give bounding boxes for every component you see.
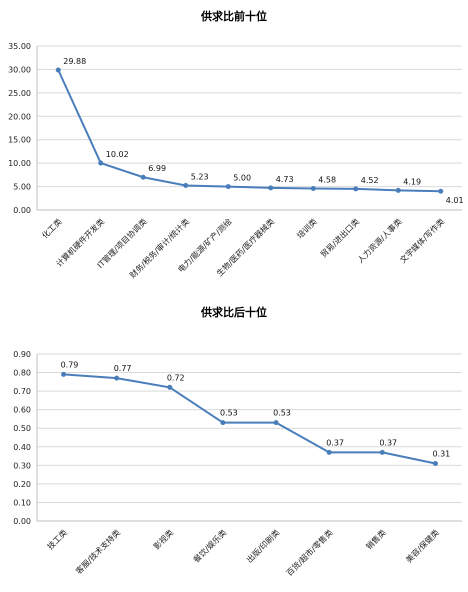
- data-point: [432, 460, 438, 466]
- data-label: 0.53: [220, 409, 238, 418]
- data-point: [98, 160, 104, 166]
- category-label: 技工类: [45, 527, 69, 551]
- y-tick-label: 25.00: [8, 89, 31, 98]
- y-tick-label: 0.00: [13, 206, 31, 215]
- series-line: [57, 69, 441, 193]
- y-tick-label: 0.30: [13, 461, 31, 470]
- data-point: [61, 371, 67, 377]
- data-label: 4.52: [361, 176, 379, 185]
- data-point: [438, 188, 444, 194]
- y-tick-label: 15.00: [8, 136, 31, 145]
- data-label: 0.77: [114, 364, 132, 373]
- data-point: [140, 174, 146, 180]
- data-label: 0.72: [167, 373, 185, 382]
- category-label: 销售类: [364, 527, 388, 551]
- data-point: [273, 420, 279, 426]
- data-label: 5.00: [233, 174, 251, 183]
- y-tick-label: 0.80: [13, 369, 31, 378]
- data-label: 0.31: [432, 449, 450, 458]
- y-tick-label: 30.00: [8, 65, 31, 74]
- chart-top: 供求比前十位 0.00 5.00 10.00 15.00 20.00 25.00 30.00…: [8, 10, 464, 280]
- chart-bottom-plot: 0.00 0.10 0.20 0.30 0.40 0.50 0.60 0.70 0.80 0.90…: [13, 350, 462, 578]
- category-label: 化工类: [40, 216, 64, 240]
- chart-title: 供求比后十位: [201, 306, 267, 319]
- data-point: [225, 184, 231, 190]
- y-tick-label: 5.00: [13, 183, 31, 192]
- data-point: [220, 420, 226, 426]
- data-label: 4.19: [403, 177, 421, 186]
- data-point: [114, 375, 120, 381]
- chart-title: 供求比前十位: [201, 10, 267, 23]
- category-label: 餐饮/娱乐类: [191, 527, 228, 564]
- data-label: 0.53: [273, 409, 291, 418]
- chart-bottom: 供求比后十位 0.00 0.10 0.20 0.30 0.40 0.50 0.60 0.70 0…: [0, 296, 468, 592]
- data-label: 4.01: [446, 196, 464, 205]
- category-label: 文字媒体/写作类: [398, 216, 447, 265]
- data-point: [183, 182, 189, 188]
- category-label: 人力资源/人事类: [355, 216, 404, 265]
- category-label: 培训类: [295, 216, 319, 240]
- category-label: 客服/技术支持类: [74, 527, 123, 576]
- data-label: 0.37: [326, 438, 344, 447]
- data-label: 0.37: [379, 438, 397, 447]
- data-label: 6.99: [148, 164, 166, 173]
- data-label: 5.23: [191, 172, 209, 181]
- y-tick-label: 0.40: [13, 443, 31, 452]
- y-tick-label: 0.90: [13, 350, 31, 359]
- data-point: [379, 449, 385, 455]
- y-tick-label: 10.00: [8, 159, 31, 168]
- data-point: [353, 186, 359, 192]
- y-tick-label: 0.20: [13, 480, 31, 489]
- category-label: 美容/保健类: [404, 527, 441, 564]
- y-tick-label: 0.70: [13, 387, 31, 396]
- data-point: [395, 187, 401, 193]
- series-line: [63, 373, 436, 465]
- data-point: [55, 67, 61, 73]
- chart-top-plot: 0.00 5.00 10.00 15.00 20.00 25.00 30.00 35.00 29…: [8, 42, 464, 280]
- data-point: [326, 449, 332, 455]
- data-label: 10.02: [106, 150, 129, 159]
- y-tick-label: 0.60: [13, 406, 31, 415]
- category-label: 百货/超市/零售类: [284, 527, 334, 577]
- data-label: 4.58: [318, 176, 336, 185]
- category-label: 出版/印刷类: [244, 527, 281, 564]
- data-label: 4.73: [276, 175, 294, 184]
- data-label: 29.88: [63, 57, 86, 66]
- data-label: 0.79: [61, 360, 79, 369]
- y-tick-label: 0.00: [13, 517, 31, 526]
- y-tick-label: 0.50: [13, 424, 31, 433]
- data-point: [310, 186, 316, 192]
- y-tick-label: 0.10: [13, 498, 31, 507]
- category-label: 贸易/进出口类: [318, 216, 361, 259]
- y-tick-label: 20.00: [8, 112, 31, 121]
- data-point: [167, 384, 173, 390]
- y-tick-label: 35.00: [8, 42, 31, 51]
- data-point: [268, 185, 274, 191]
- category-label: 影视类: [151, 527, 175, 551]
